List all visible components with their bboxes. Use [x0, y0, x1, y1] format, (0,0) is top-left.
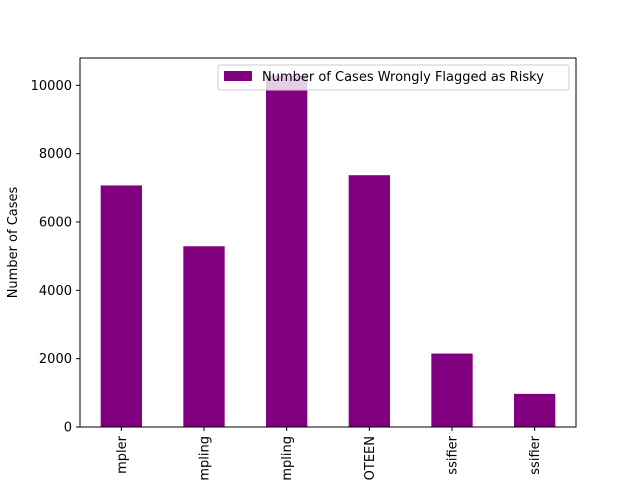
- bar-5: [431, 353, 473, 427]
- x-tick-label: OTEEN: [363, 436, 378, 480]
- x-tick-label: ssifier: [528, 435, 543, 474]
- plot-frame: [79, 57, 577, 428]
- legend-swatch: [224, 71, 252, 81]
- bars-group: [100, 75, 556, 428]
- bar-6: [514, 393, 556, 427]
- y-tick-label: 10000: [31, 79, 72, 94]
- legend-label: Number of Cases Wrongly Flagged as Risky: [262, 70, 544, 85]
- x-tick-label: mpling: [198, 436, 213, 480]
- bar-2: [183, 246, 225, 427]
- bar-1: [100, 185, 142, 427]
- legend-box: [217, 64, 570, 91]
- y-tick-label: 2000: [39, 352, 72, 367]
- x-tick-label: mpler: [115, 435, 130, 474]
- y-axis-label: Number of Cases: [6, 186, 21, 298]
- y-tick-label: 8000: [39, 147, 72, 162]
- y-tick-label: 6000: [39, 216, 72, 231]
- x-axis: mpler mpling mpling OTEEN ssifier ssifier: [115, 427, 543, 480]
- y-tick-label: 0: [64, 421, 72, 436]
- y-tick-label: 4000: [39, 284, 72, 299]
- x-tick-label: ssifier: [446, 435, 461, 474]
- y-axis: 0 2000 4000 6000 8000 10000: [31, 79, 80, 436]
- legend: Number of Cases Wrongly Flagged as Risky: [217, 64, 570, 91]
- bar-3: [266, 75, 308, 428]
- bar-4: [348, 175, 390, 427]
- x-tick-label: mpling: [280, 436, 295, 480]
